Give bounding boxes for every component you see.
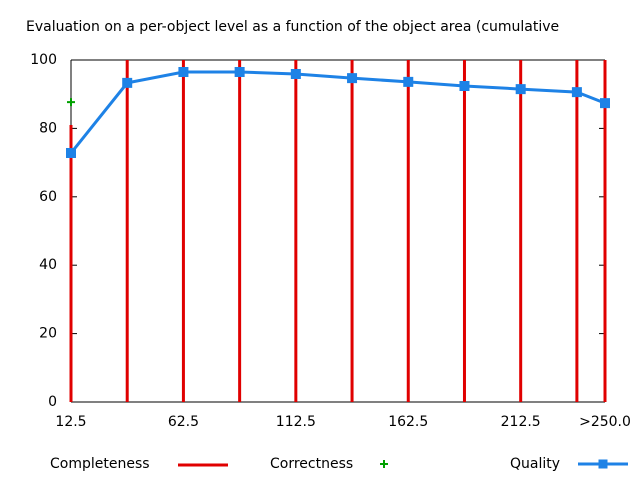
x-tick-label: 12.5 xyxy=(55,414,86,430)
legend-swatch xyxy=(598,459,608,469)
point xyxy=(515,84,526,95)
point xyxy=(67,98,75,107)
point xyxy=(290,69,301,80)
y-tick-label: 0 xyxy=(48,394,57,410)
x-tick-label: 112.5 xyxy=(276,414,316,430)
x-tick-label: 212.5 xyxy=(501,414,541,430)
x-tick-label: 62.5 xyxy=(168,414,199,430)
y-tick-label: 20 xyxy=(39,326,57,342)
legend-swatch xyxy=(380,460,388,468)
x-tick-label: 162.5 xyxy=(388,414,428,430)
point xyxy=(178,66,189,77)
point xyxy=(122,77,133,88)
legend-label: Correctness xyxy=(270,456,353,472)
point xyxy=(347,73,358,84)
legend-label: Completeness xyxy=(50,456,150,472)
x-tick-label: >250.0 xyxy=(579,414,631,430)
y-tick-label: 100 xyxy=(30,52,57,68)
y-tick-label: 40 xyxy=(39,257,57,273)
y-tick-label: 60 xyxy=(39,189,57,205)
chart-title: Evaluation on a per-object level as a fu… xyxy=(26,19,559,35)
legend-label: Quality xyxy=(510,456,560,472)
y-tick-label: 80 xyxy=(39,120,57,136)
point xyxy=(600,98,610,109)
point xyxy=(234,66,245,77)
point xyxy=(571,87,582,98)
point xyxy=(403,76,414,87)
point xyxy=(66,148,76,159)
point xyxy=(459,80,470,91)
